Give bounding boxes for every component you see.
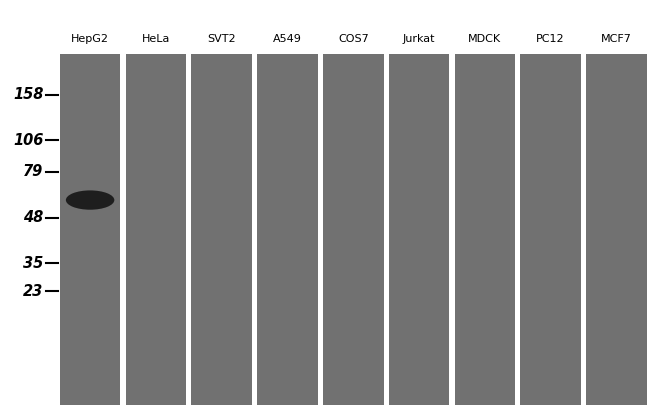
Text: PC12: PC12: [536, 34, 565, 44]
Text: SVT2: SVT2: [207, 34, 236, 44]
Text: HeLa: HeLa: [142, 34, 170, 44]
Bar: [257, 54, 318, 405]
Text: COS7: COS7: [338, 34, 369, 44]
Text: 35: 35: [23, 256, 44, 271]
Bar: [454, 54, 515, 405]
Text: MDCK: MDCK: [468, 34, 501, 44]
Text: 79: 79: [23, 164, 44, 179]
Text: 106: 106: [13, 133, 44, 148]
Bar: [191, 54, 252, 405]
Bar: [521, 54, 581, 405]
Bar: [586, 54, 647, 405]
Bar: [323, 54, 384, 405]
Bar: [125, 54, 186, 405]
Text: HepG2: HepG2: [71, 34, 109, 44]
Text: MCF7: MCF7: [601, 34, 632, 44]
Text: A549: A549: [273, 34, 302, 44]
Text: 48: 48: [23, 210, 44, 225]
Bar: [60, 54, 120, 405]
Text: 23: 23: [23, 284, 44, 299]
Text: Jurkat: Jurkat: [403, 34, 436, 44]
Text: 158: 158: [13, 87, 44, 102]
Ellipse shape: [66, 190, 114, 210]
Bar: [389, 54, 449, 405]
